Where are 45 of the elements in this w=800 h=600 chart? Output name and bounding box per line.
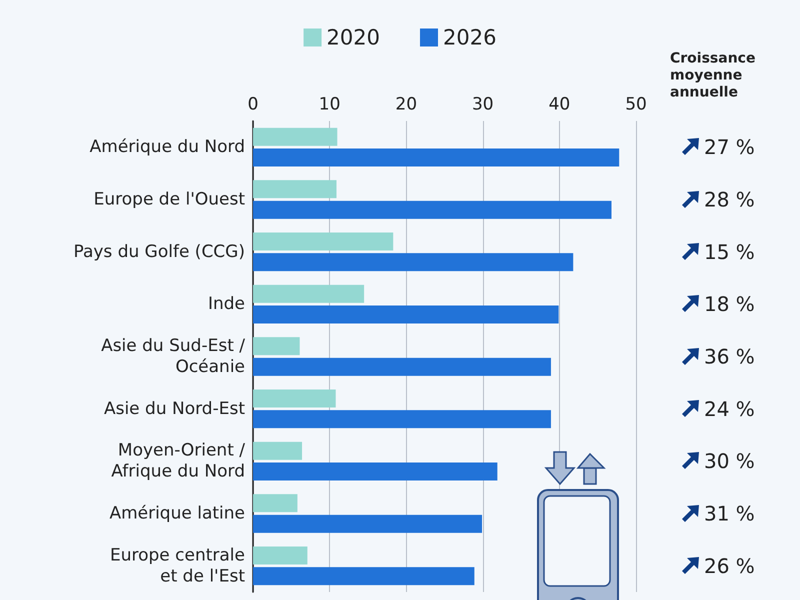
text: 30 % bbox=[704, 449, 755, 474]
text: 36 % bbox=[704, 344, 755, 368]
bar bbox=[253, 462, 498, 481]
x-tick-label: 40 bbox=[548, 94, 570, 114]
legend-label: 2020 bbox=[326, 26, 380, 50]
text: 28 % bbox=[704, 188, 755, 212]
bar bbox=[253, 148, 620, 167]
bar bbox=[253, 514, 482, 533]
text: 31 % bbox=[704, 502, 755, 526]
text: 26 % bbox=[704, 554, 755, 578]
bar bbox=[253, 337, 300, 356]
bar bbox=[253, 253, 574, 272]
bar bbox=[253, 128, 338, 146]
bar bbox=[253, 200, 612, 219]
bar bbox=[253, 180, 336, 198]
bar bbox=[253, 389, 336, 408]
x-tick-label: 10 bbox=[318, 94, 340, 114]
y-tick-label: Inde bbox=[208, 294, 245, 314]
bar bbox=[253, 306, 559, 324]
text: 27 % bbox=[704, 135, 755, 160]
x-tick-label: 30 bbox=[472, 94, 494, 114]
y-tick-label: Europe centrale et de l'Est bbox=[110, 545, 246, 586]
bar bbox=[253, 546, 308, 564]
y-tick-label: Moyen-Orient / Afrique du Nord bbox=[111, 440, 246, 482]
y-tick-label: Asie du Nord-Est bbox=[104, 398, 246, 419]
bar bbox=[253, 410, 551, 428]
bar bbox=[253, 567, 474, 586]
legend-label: 2026 bbox=[443, 26, 496, 50]
x-tick-label: 20 bbox=[395, 94, 418, 114]
x-tick-label: 50 bbox=[625, 94, 647, 114]
bar bbox=[253, 442, 302, 460]
y-tick-label: Europe de l'Ouest bbox=[94, 190, 246, 210]
y-tick-label: Amérique latine bbox=[109, 504, 245, 524]
text: 15 % bbox=[704, 240, 755, 264]
text: 24 % bbox=[704, 396, 755, 421]
text: 18 % bbox=[704, 292, 755, 316]
x-tick-label: 0 bbox=[248, 94, 258, 114]
bar bbox=[253, 284, 364, 303]
y-tick-label: Amérique du Nord bbox=[90, 137, 245, 158]
y-tick-label: Asie du Sud-Est / Océanie bbox=[101, 336, 246, 377]
bar bbox=[253, 494, 298, 512]
y-tick-label: Pays du Golfe (CCG) bbox=[73, 242, 245, 262]
text: Croissance moyenne annuelle bbox=[670, 50, 756, 100]
bar bbox=[253, 358, 551, 376]
bar bbox=[253, 232, 394, 250]
